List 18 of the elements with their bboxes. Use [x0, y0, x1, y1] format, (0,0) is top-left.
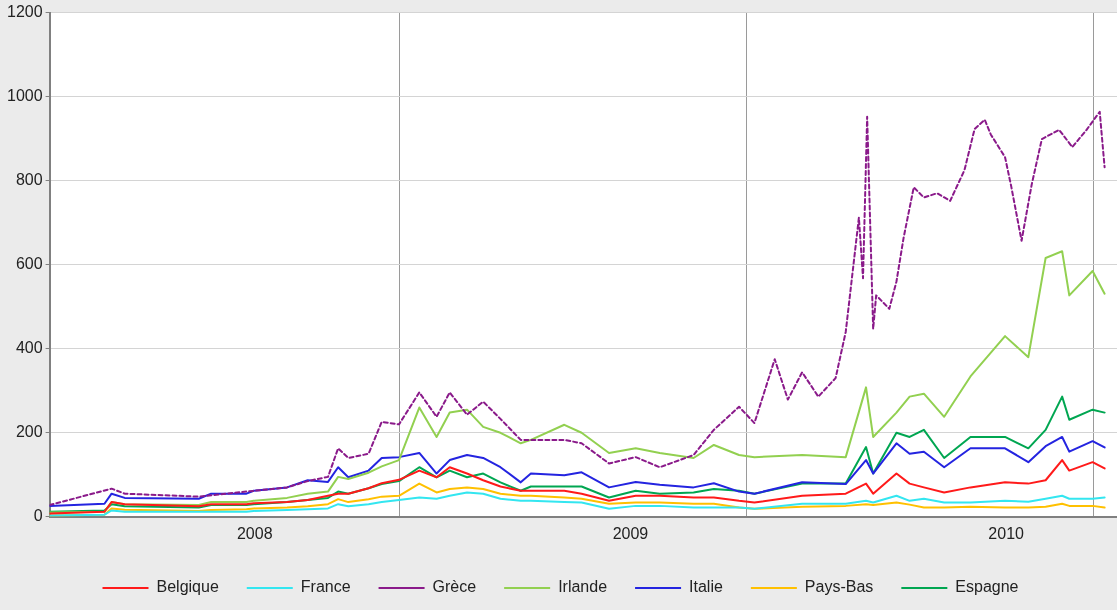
legend-label: Espagne: [955, 578, 1019, 596]
y-tick-label: 800: [15, 171, 43, 189]
x-tick-label: 2010: [988, 524, 1025, 542]
x-tick-label: 2008: [236, 524, 273, 542]
legend-label: Irlande: [558, 578, 608, 596]
legend-label: Pays-Bas: [804, 578, 874, 596]
legend-label: Grèce: [432, 578, 477, 596]
y-tick-label: 1200: [7, 3, 43, 21]
y-tick-label: 400: [15, 339, 43, 357]
y-tick-label: 600: [15, 255, 43, 273]
x-tick-label: 2009: [612, 524, 649, 542]
line-series: [49, 110, 1106, 507]
y-tick-label: 1000: [7, 87, 43, 105]
y-tick-label: 200: [15, 423, 43, 441]
y-tick-label: 0: [33, 507, 43, 525]
legend-label: France: [300, 578, 351, 596]
legend-label: Belgique: [156, 578, 219, 596]
legend-label: Italie: [689, 578, 723, 596]
